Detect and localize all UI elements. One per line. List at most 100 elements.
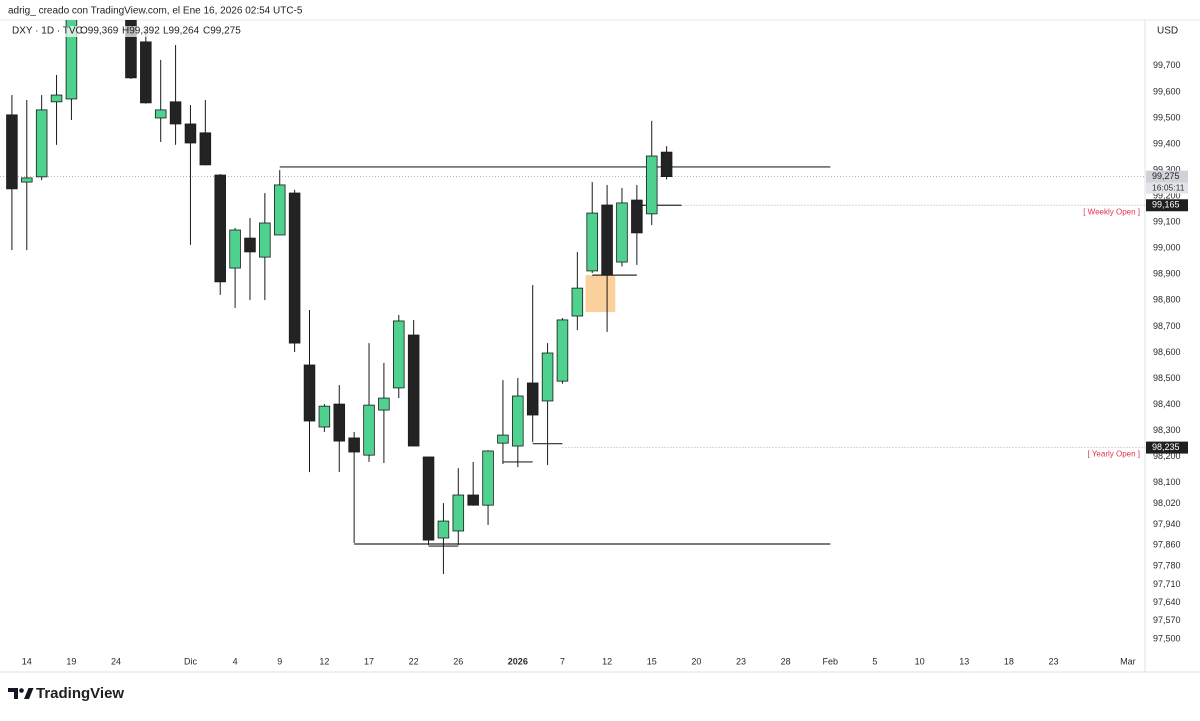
x-tick-label: 26 [453, 656, 463, 666]
price-tag [1146, 441, 1188, 454]
ohlc-low: L99,264 [163, 26, 200, 37]
x-tick-label: 23 [736, 656, 746, 666]
x-tick-label: 18 [1004, 656, 1014, 666]
candle-body [363, 404, 375, 456]
price-tag-label: 99,165 [1152, 200, 1180, 210]
candle-body [378, 397, 390, 411]
x-tick-label: 14 [22, 656, 32, 666]
candle-body [645, 155, 658, 215]
candle-body [214, 174, 226, 283]
y-tick-label: 99,400 [1153, 138, 1181, 148]
x-tick-label: Dic [184, 656, 197, 666]
y-tick-label: 99,700 [1153, 60, 1181, 70]
countdown: 16:05:11 [1152, 182, 1185, 192]
y-tick-label: 98,500 [1153, 373, 1181, 383]
y-tick-label: 97,780 [1153, 561, 1181, 571]
x-tick-label: 17 [364, 656, 374, 666]
x-tick-label: 23 [1048, 656, 1058, 666]
candle-body [348, 437, 360, 453]
y-tick-label: 97,500 [1153, 633, 1181, 643]
y-tick-label: 97,860 [1153, 540, 1181, 550]
candle-body [393, 320, 405, 389]
y-tick-label: 97,570 [1153, 615, 1181, 625]
candle-body [184, 123, 197, 144]
candle-body [601, 204, 613, 276]
y-tick-label: 98,100 [1153, 477, 1181, 487]
candle-body [556, 319, 569, 382]
y-tick-label: 98,300 [1153, 425, 1181, 435]
attribution: adrig_ creado con TradingView.com, el En… [8, 6, 303, 17]
x-tick-label: 24 [111, 656, 121, 666]
y-tick-label: 99,000 [1153, 243, 1181, 253]
y-tick-label: 99,200 [1153, 191, 1181, 201]
y-tick-label: 98,800 [1153, 295, 1181, 305]
candle-body [288, 192, 301, 344]
x-tick-label: 2026 [508, 656, 528, 666]
ohlc-open: O99,369 [80, 26, 119, 37]
x-tick-label: 20 [691, 656, 701, 666]
x-tick-label: 28 [781, 656, 791, 666]
candle-body [660, 151, 673, 178]
candle-body [541, 352, 554, 402]
candle-body [244, 237, 256, 253]
ohlc-high: H99,392 [122, 26, 160, 37]
y-tick-label: 99,500 [1153, 112, 1181, 122]
candle-body [35, 109, 48, 178]
zone [585, 275, 616, 313]
candle-body [65, 20, 78, 100]
x-tick-label: 15 [647, 656, 657, 666]
x-tick-label: 12 [602, 656, 612, 666]
countdown-bg [1146, 182, 1188, 194]
candle-body [21, 177, 33, 183]
x-tick-label: 13 [959, 656, 969, 666]
candle-body [512, 395, 524, 447]
candle-body [6, 114, 18, 190]
candle-body [333, 403, 346, 442]
price-tag-label: 99,275 [1152, 171, 1180, 181]
candle-body [140, 41, 152, 104]
candle-body [616, 202, 628, 263]
price-tag-label: 98,235 [1152, 442, 1180, 452]
y-tick-label: 97,710 [1153, 579, 1181, 589]
candle-body [526, 382, 539, 416]
x-tick-label: 9 [277, 656, 282, 666]
price-tag [1146, 170, 1188, 183]
x-tick-label: 12 [319, 656, 329, 666]
symbol: DXY · 1D · TVC [12, 26, 83, 37]
candle-body [482, 450, 494, 506]
x-tick-label: Mar [1120, 656, 1136, 666]
candle-body [631, 199, 643, 234]
logo-text: TradingView [36, 685, 124, 702]
candle-body [407, 334, 420, 447]
overlay: 99,70099,60099,50099,40099,30099,20099,1… [22, 60, 1188, 666]
x-tick-label: 10 [915, 656, 925, 666]
y-tick-label: 98,200 [1153, 451, 1181, 461]
x-tick-label: 5 [872, 656, 877, 666]
y-tick-label: 98,020 [1153, 498, 1181, 508]
candle-body [422, 456, 435, 541]
candle-body [154, 109, 167, 119]
legend-bg [8, 26, 244, 37]
y-tick-label: 97,640 [1153, 597, 1181, 607]
currency: USD [1157, 26, 1178, 37]
candle-body [273, 184, 286, 236]
x-tick-label: 4 [233, 656, 238, 666]
x-tick-label: 22 [409, 656, 419, 666]
logo-icon [8, 688, 34, 699]
y-tick-label: 98,900 [1153, 269, 1181, 279]
candle-body [497, 434, 509, 444]
candle-body [437, 520, 450, 539]
candle-body [303, 364, 316, 422]
candle-body [169, 101, 182, 125]
annotation: [ Weekly Open ] [1083, 207, 1140, 216]
plot-area [0, 20, 1145, 574]
y-tick-label: 99,600 [1153, 86, 1181, 96]
y-tick-label: 98,700 [1153, 321, 1181, 331]
candle-body [125, 20, 137, 79]
y-tick-label: 99,100 [1153, 217, 1181, 227]
y-tick-label: 98,600 [1153, 347, 1181, 357]
x-tick-label: 7 [560, 656, 565, 666]
candle-body [586, 212, 598, 272]
